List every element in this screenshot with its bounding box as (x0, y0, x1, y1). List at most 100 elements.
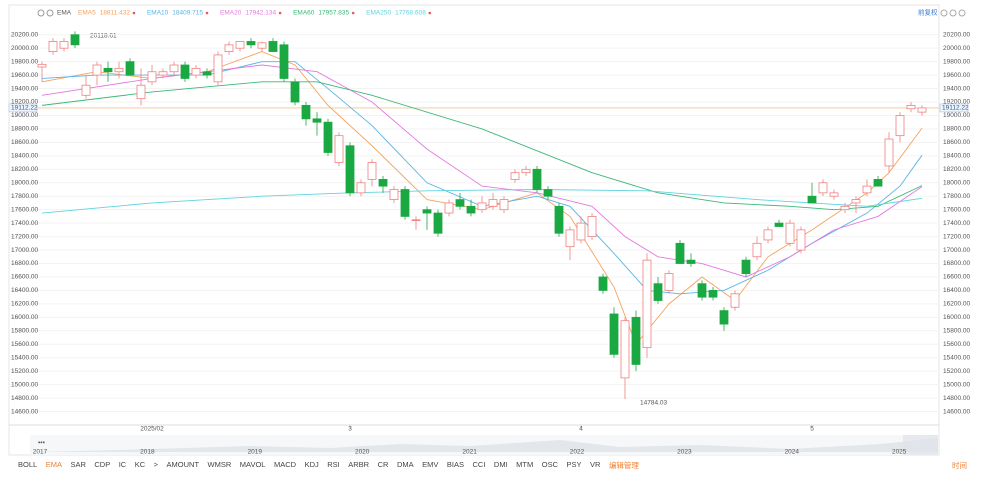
candle-body (48, 41, 58, 52)
navigator-label: 2025 (892, 449, 907, 456)
candle-body (257, 42, 267, 49)
candle-body (290, 81, 300, 103)
candle-body (246, 41, 256, 46)
indicator-tab[interactable]: PSY (566, 460, 582, 469)
candle-body (279, 44, 289, 79)
last-price-tag-right: 19112.22 (942, 105, 969, 112)
indicator-tab[interactable]: KC (134, 460, 146, 469)
candle-body (466, 205, 476, 214)
adjust-toggle[interactable]: 前复权 (918, 8, 938, 17)
candle-body (642, 259, 652, 349)
candle-body (455, 199, 465, 207)
indicator-tab[interactable]: EMA (45, 460, 62, 469)
y-tick-label-left: 20200.00 (11, 31, 38, 38)
settings-icon[interactable] (37, 9, 45, 17)
candle-body (191, 67, 201, 76)
indicator-tab[interactable]: DMA (396, 460, 414, 469)
navigator-handle[interactable]: ▪▪▪ (38, 440, 45, 447)
y-tick-label-left: 16800.00 (11, 260, 38, 267)
navigator-label: 2020 (355, 449, 370, 456)
y-tick-label-left: 16400.00 (11, 287, 38, 294)
candle-body (345, 145, 355, 194)
y-tick-label-right: 20200.00 (943, 31, 970, 38)
indicator-tab[interactable]: KDJ (304, 460, 319, 469)
candle-body (719, 310, 729, 325)
reset-icon[interactable] (940, 9, 948, 17)
y-tick-label-left: 17400.00 (11, 220, 38, 227)
candle-body (686, 259, 696, 264)
legend-value: 17957.835 (318, 10, 349, 17)
candle-body (730, 293, 740, 308)
indicator-tab[interactable]: RSI (327, 460, 340, 469)
y-tick-label-right: 16400.00 (943, 287, 970, 294)
eye-icon[interactable] (46, 9, 54, 17)
candle-body (92, 64, 102, 76)
candle-body (609, 313, 619, 355)
indicator-tab[interactable]: SAR (70, 460, 86, 469)
y-tick-label-left: 19800.00 (11, 58, 38, 65)
indicator-tab[interactable]: > (153, 460, 159, 469)
candle-body (103, 67, 113, 73)
zoom-out-icon[interactable] (949, 9, 957, 17)
legend-dot (132, 11, 136, 15)
navigator-label: 2018 (140, 449, 155, 456)
indicator-tab[interactable]: IC (118, 460, 127, 469)
legend-value: 18811.432 (100, 10, 131, 17)
y-tick-label-right: 17800.00 (943, 193, 970, 200)
legend-name: EMA60 (293, 10, 315, 17)
indicator-tab[interactable]: 编辑管理 (608, 461, 639, 470)
y-tick-label-right: 17600.00 (943, 206, 970, 213)
legend-value: 17942.134 (245, 10, 276, 17)
indicator-tab[interactable]: OSC (541, 460, 558, 469)
candle-body (664, 273, 674, 291)
navigator-label: 2021 (462, 449, 477, 456)
y-tick-label-left: 17600.00 (11, 206, 38, 213)
candle-body (37, 63, 47, 68)
y-tick-label-right: 18200.00 (943, 166, 970, 173)
candle-body (70, 34, 80, 46)
candle-body (147, 71, 157, 83)
y-tick-label-left: 17800.00 (11, 193, 38, 200)
right-tab[interactable]: 时间 (952, 461, 967, 470)
y-tick-label-right: 14800.00 (943, 395, 970, 402)
indicator-tab[interactable]: MAVOL (239, 460, 266, 469)
candle-body (235, 41, 245, 49)
candle-body (851, 199, 861, 204)
indicator-tab[interactable]: DMI (493, 460, 508, 469)
indicator-tab[interactable]: BIAS (446, 460, 464, 469)
candle-body (158, 71, 168, 76)
y-tick-label-left: 17200.00 (11, 233, 38, 240)
indicator-tab[interactable]: CR (377, 460, 389, 469)
candle-body (631, 316, 641, 365)
candle-body (224, 44, 234, 52)
candle-body (598, 276, 608, 291)
y-tick-label-right: 16200.00 (943, 301, 970, 308)
y-tick-label-right: 19400.00 (943, 85, 970, 92)
y-tick-label-left: 18600.00 (11, 139, 38, 146)
y-tick-label-right: 14600.00 (943, 408, 970, 415)
indicator-tab[interactable]: MTM (516, 460, 534, 469)
candle-body (378, 178, 388, 187)
indicator-tab[interactable]: BOLL (18, 460, 38, 469)
y-tick-label-left: 18000.00 (11, 179, 38, 186)
candle-body (114, 67, 124, 73)
high-label: 20118.61 (90, 33, 117, 40)
indicator-tab[interactable]: ARBR (348, 460, 370, 469)
y-tick-label-left: 19600.00 (11, 72, 38, 79)
navigator-window[interactable] (903, 435, 938, 455)
candle-body (873, 178, 883, 187)
indicator-tab[interactable]: EMV (422, 460, 439, 469)
y-tick-label-right: 17000.00 (943, 247, 970, 254)
indicator-tab[interactable]: CCI (472, 460, 486, 469)
zoom-in-icon[interactable] (958, 9, 966, 17)
legend-dot (278, 11, 282, 15)
indicator-tab[interactable]: CDP (94, 460, 111, 469)
indicator-tab[interactable]: VR (590, 460, 601, 469)
indicator-tab[interactable]: AMOUNT (166, 460, 200, 469)
y-tick-label-left: 14800.00 (11, 395, 38, 402)
candle-body (576, 222, 586, 241)
candle-body (180, 64, 190, 79)
indicator-tab[interactable]: WMSR (207, 460, 232, 469)
indicator-tab[interactable]: MACD (273, 460, 297, 469)
candle-body (323, 121, 333, 153)
